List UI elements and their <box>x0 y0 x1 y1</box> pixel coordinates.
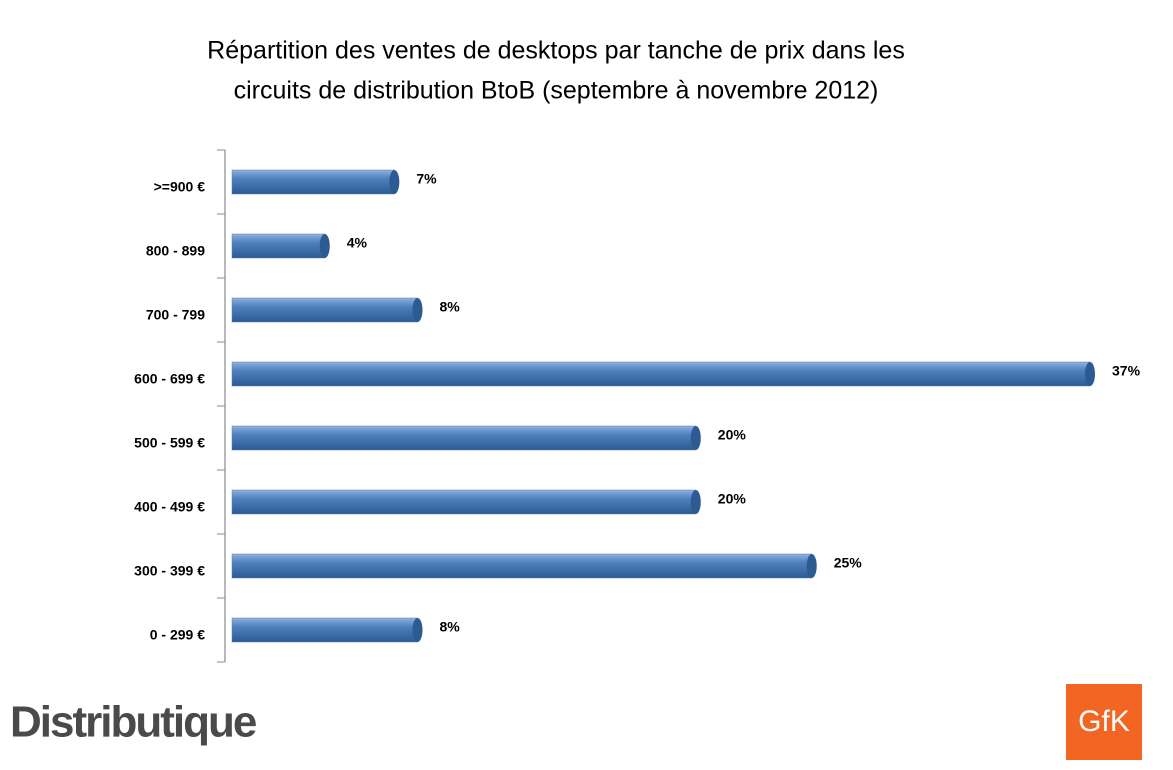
logo-left: Distributique <box>10 698 258 747</box>
logo-right: GfK <box>1066 684 1142 760</box>
bar <box>231 233 326 259</box>
data-label: 37% <box>1112 363 1141 379</box>
logo-box <box>1066 684 1142 760</box>
data-label: 8% <box>440 299 461 315</box>
bar-cap <box>412 618 423 642</box>
bar <box>231 297 418 323</box>
y-tick-label: 700 - 799 <box>146 307 205 323</box>
bar-cap <box>389 170 400 194</box>
data-label: 4% <box>347 235 368 251</box>
bar <box>231 553 812 579</box>
bar <box>231 489 697 515</box>
logo-text: Distributique <box>10 698 256 747</box>
bar <box>231 617 418 643</box>
bar <box>231 169 395 195</box>
data-label: 8% <box>440 619 461 635</box>
bar-cap <box>806 554 817 578</box>
data-label: 20% <box>718 491 747 507</box>
y-tick-label: 600 - 699 € <box>134 371 205 387</box>
y-tick-label: >=900 € <box>154 179 206 195</box>
bar-cap <box>690 426 701 450</box>
bar-cap <box>412 298 423 322</box>
data-label: 7% <box>416 171 437 187</box>
data-label: 20% <box>718 427 747 443</box>
bar-cap <box>1085 362 1095 386</box>
data-label: 25% <box>834 555 863 571</box>
chart-title: circuits de distribution BtoB (septembre… <box>234 77 879 105</box>
y-tick-label: 0 - 299 € <box>150 627 205 643</box>
bar <box>231 361 1091 387</box>
bar-cap <box>319 234 330 258</box>
chart-title: Répartition des ventes de desktops par t… <box>207 37 905 65</box>
y-tick-label: 800 - 899 <box>146 243 205 259</box>
y-tick-label: 400 - 499 € <box>134 499 205 515</box>
bar <box>231 425 697 451</box>
y-tick-label: 300 - 399 € <box>134 563 205 579</box>
y-tick-label: 500 - 599 € <box>134 435 205 451</box>
logo-text: GfK <box>1078 705 1130 738</box>
bar-cap <box>690 490 701 514</box>
